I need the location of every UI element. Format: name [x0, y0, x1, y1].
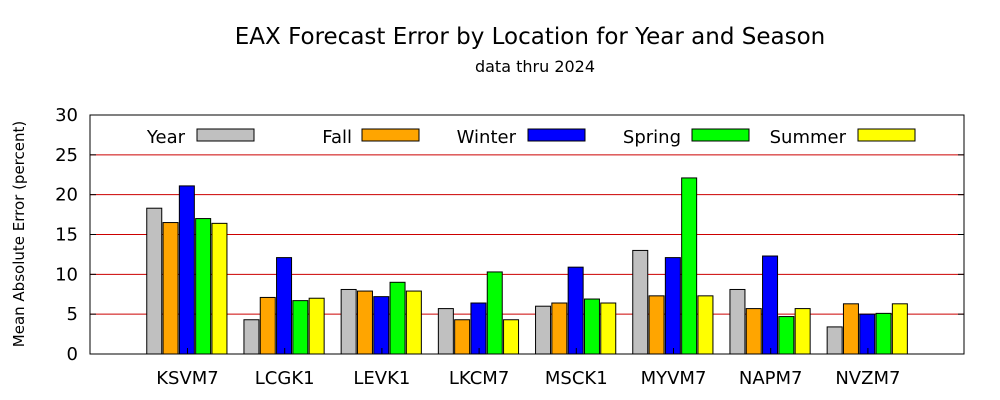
bar — [567, 266, 584, 355]
x-tick-label: KSVM7 — [156, 368, 219, 389]
bar — [162, 222, 179, 355]
bar — [600, 302, 617, 355]
bar — [454, 319, 471, 355]
x-ticks: KSVM7 LCGK1 LEVK1 LKCM7 MSCK1 MYVM7 NAPM7 NVZM7 — [156, 348, 900, 389]
bar — [681, 177, 698, 355]
bar — [276, 257, 293, 355]
bar — [762, 255, 779, 355]
legend-label: Summer — [770, 127, 847, 148]
y-axis-label: Mean Absolute Error (percent) — [10, 121, 28, 347]
y-tick-label: 5 — [67, 304, 78, 325]
plot-frame — [89, 114, 965, 355]
x-tick-label: NAPM7 — [739, 368, 803, 389]
bar — [503, 319, 520, 355]
legend-swatch — [196, 128, 255, 142]
bar — [826, 326, 843, 355]
y-tick-label: 0 — [67, 344, 78, 365]
legend: Year Fall Winter Spring Summer — [146, 127, 916, 148]
bar — [729, 288, 746, 355]
bar — [340, 288, 357, 355]
bar — [292, 300, 309, 355]
bar — [178, 185, 195, 355]
chart-subtitle: data thru 2024 — [475, 57, 595, 76]
y-tick-label: 10 — [55, 264, 78, 285]
bars — [146, 177, 908, 355]
bar — [470, 302, 487, 355]
x-tick-label: LKCM7 — [449, 368, 509, 389]
y-tick-label: 30 — [55, 105, 78, 126]
bar — [551, 302, 568, 355]
bar — [146, 207, 163, 355]
bar — [535, 305, 552, 355]
legend-label: Year — [146, 127, 186, 148]
legend-swatch — [691, 128, 750, 142]
x-tick-label: MSCK1 — [545, 368, 608, 389]
bar — [308, 297, 325, 355]
y-tick-label: 15 — [55, 225, 78, 246]
bar — [778, 316, 795, 355]
bar — [632, 249, 649, 355]
x-tick-label: LEVK1 — [353, 368, 410, 389]
bar — [745, 308, 762, 355]
legend-swatch — [527, 128, 586, 142]
bar — [373, 296, 390, 355]
bar — [259, 296, 276, 355]
y-tick-label: 25 — [55, 145, 78, 166]
gridlines — [90, 154, 964, 315]
legend-swatch — [857, 128, 916, 142]
bar — [664, 257, 681, 355]
bar — [875, 312, 892, 355]
legend-swatch — [361, 128, 420, 142]
bar — [486, 271, 503, 355]
bar — [437, 308, 454, 355]
x-tick-label: NVZM7 — [835, 368, 900, 389]
bar — [648, 295, 665, 355]
legend-label: Winter — [457, 127, 517, 148]
bar — [794, 308, 811, 355]
bar — [243, 319, 260, 355]
legend-label: Fall — [322, 127, 352, 148]
bar — [891, 303, 908, 355]
bar — [389, 281, 406, 355]
bar — [195, 218, 212, 355]
chart-title: EAX Forecast Error by Location for Year … — [235, 24, 825, 50]
bar — [583, 298, 600, 355]
bar — [405, 290, 422, 355]
bar — [859, 313, 876, 355]
legend-label: Spring — [623, 127, 681, 148]
bar — [211, 222, 228, 355]
bar — [842, 303, 859, 355]
x-tick-label: MYVM7 — [641, 368, 707, 389]
bar — [356, 290, 373, 355]
y-ticks: 0 5 10 15 20 25 30 — [55, 105, 964, 365]
y-tick-label: 20 — [55, 185, 78, 206]
x-tick-label: LCGK1 — [255, 368, 315, 389]
bar — [697, 295, 714, 355]
